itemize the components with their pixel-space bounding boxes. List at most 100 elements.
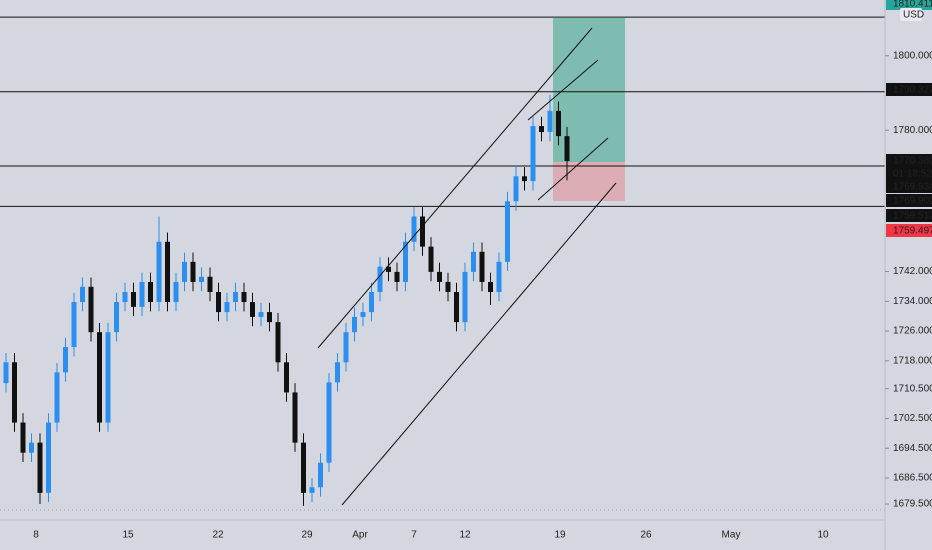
candle-body (522, 176, 527, 182)
candle-body (343, 332, 349, 363)
candle-body (471, 251, 476, 272)
candle-body (335, 362, 340, 383)
y-tick-label: 1710.500 (893, 383, 932, 394)
y-tick-label: 1686.500 (893, 473, 932, 484)
candle-body (411, 216, 417, 242)
take-profit-zone (553, 18, 625, 162)
candle-body (445, 281, 451, 292)
candle-body (267, 312, 272, 323)
candle-body (165, 241, 170, 303)
x-tick-label: 10 (817, 530, 829, 541)
candle-body (224, 302, 230, 313)
candle-body (394, 271, 400, 282)
candle-body (54, 372, 60, 423)
price-badge: USD (903, 10, 924, 21)
price-badge: 1759.512 (893, 211, 932, 222)
channel-top (317, 27, 593, 349)
candle-body (530, 126, 536, 182)
y-tick-label: 1694.500 (893, 443, 932, 454)
candle-body (233, 291, 238, 303)
candle-body (156, 241, 162, 303)
candle-body (182, 261, 187, 282)
price-badge-bg (900, 8, 922, 21)
candle-body (284, 362, 289, 393)
y-tick-label: 1800.000 (893, 50, 932, 61)
candle-body (539, 126, 544, 133)
y-tick-label: 1702.500 (893, 413, 932, 424)
x-tick-label: Apr (352, 530, 368, 541)
candle-body (199, 276, 204, 282)
minor-channel-bottom (537, 137, 609, 201)
price-badge: 1770.380 (893, 156, 932, 167)
candle-body (564, 136, 570, 162)
candle-body (513, 176, 519, 202)
candle-body (292, 392, 298, 443)
candle-body (250, 302, 255, 317)
plot-area (0, 0, 885, 520)
candle-body (360, 312, 366, 317)
price-badge: 1769.934 (893, 182, 932, 193)
candle-body (428, 246, 434, 272)
candle-body (326, 382, 332, 463)
candle-body (275, 322, 281, 363)
price-badge: 1759.497 (893, 226, 932, 237)
candle-body (241, 291, 247, 303)
candle-body (63, 347, 68, 373)
candle-body (403, 241, 408, 282)
y-tick-label: 1742.000 (893, 266, 932, 277)
trendlines (317, 27, 617, 506)
candle-body (556, 110, 561, 137)
price-badge-bg (886, 83, 932, 96)
candle-body (88, 286, 94, 333)
candle-body (131, 291, 136, 307)
candle-body (369, 291, 374, 313)
candle-body (37, 442, 43, 493)
candle-body (71, 302, 77, 348)
candle-body (352, 316, 357, 333)
candle-body (114, 302, 119, 333)
x-tick-label: 29 (301, 530, 313, 541)
candle-body (454, 291, 459, 323)
x-tick-label: 26 (640, 530, 652, 541)
candle-body (12, 362, 17, 423)
candle-body (479, 251, 485, 282)
x-tick-label: 15 (122, 530, 134, 541)
y-tick-label: 1718.000 (893, 355, 932, 366)
y-tick-label: 1726.000 (893, 326, 932, 337)
y-tick-label: 1780.000 (893, 125, 932, 136)
price-badge-bg (886, 180, 932, 193)
price-badge: 1769.902 (893, 196, 932, 207)
candle-body (190, 261, 196, 282)
price-badge-bg (886, 154, 932, 167)
price-badge-bg (886, 0, 932, 10)
x-tick-label: 12 (459, 530, 471, 541)
candle-body (3, 362, 9, 384)
price-badge-bg (886, 209, 932, 222)
candle-body (122, 291, 128, 303)
x-tick-label: 22 (212, 530, 224, 541)
candle-body (318, 462, 323, 488)
candle-body (148, 281, 153, 303)
minor-channel-top (527, 59, 599, 121)
candle-body (496, 261, 502, 292)
candle-body (420, 216, 425, 247)
candle-body (309, 487, 315, 493)
price-badge: 01:18:52 (893, 169, 932, 180)
candle-body (547, 110, 553, 133)
x-tick-label: 19 (554, 530, 566, 541)
candle-body (462, 271, 468, 323)
candle-body (97, 332, 102, 423)
y-tick-label: 1734.000 (893, 296, 932, 307)
channel-bottom (341, 182, 617, 506)
candle-body (173, 281, 179, 303)
candle-body (46, 422, 51, 493)
candle-body (377, 266, 383, 292)
candle-body (105, 332, 111, 423)
candle-body (139, 281, 145, 307)
stop-loss-zone (553, 162, 625, 201)
candle-body (301, 442, 306, 493)
candle-body (29, 442, 34, 453)
candle-body (488, 281, 493, 292)
x-tick-label: May (722, 530, 741, 541)
